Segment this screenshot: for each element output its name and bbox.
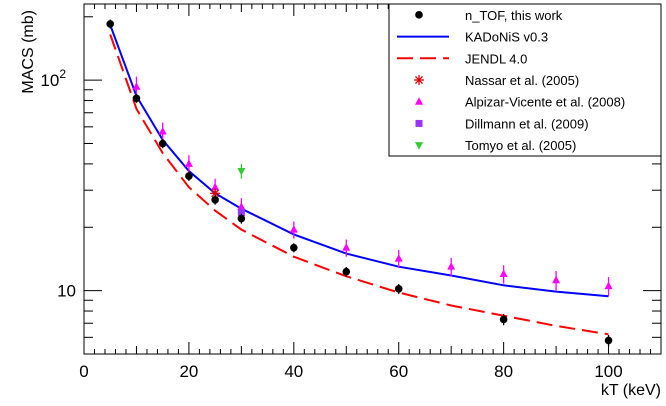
x-tick-label: 20 — [179, 362, 198, 381]
series-alpizar-vicente-et-al-2008 — [132, 76, 613, 297]
data-point — [447, 262, 456, 270]
data-point — [184, 159, 193, 167]
x-tick-label: 100 — [594, 362, 622, 381]
legend-label: Dillmann et al. (2009) — [465, 116, 589, 131]
legend-label: KADoNiS v0.3 — [465, 30, 548, 45]
legend: n_TOF, this work KADoNiS v0.3 JENDL 4.0 Nas… — [388, 3, 662, 157]
legend-box — [388, 3, 662, 157]
data-point — [211, 196, 219, 204]
x-tick-label: 0 — [79, 362, 88, 381]
legend-marker — [415, 97, 423, 105]
y-axis-title: MACS (mb) — [20, 10, 37, 94]
data-point — [237, 168, 246, 176]
data-point — [499, 315, 508, 324]
data-point — [158, 139, 167, 148]
legend-label: JENDL 4.0 — [465, 51, 527, 66]
data-point — [604, 281, 613, 290]
legend-marker — [414, 75, 424, 85]
data-point — [342, 243, 351, 251]
legend-entry: Alpizar-Vicente et al. (2008) — [415, 95, 625, 110]
legend-marker — [415, 142, 423, 150]
legend-entry: KADoNiS v0.3 — [397, 30, 548, 45]
legend-entry: JENDL 4.0 — [397, 51, 527, 66]
y-tick-label: 10 — [57, 282, 76, 301]
legend-marker — [415, 11, 423, 19]
data-point — [289, 225, 298, 233]
star-stroke — [415, 76, 423, 84]
legend-label: Nassar et al. (2005) — [465, 73, 579, 88]
x-tick-label: 80 — [494, 362, 513, 381]
x-axis-title: kT (keV) — [601, 382, 661, 399]
legend-marker — [415, 119, 423, 127]
data-point — [132, 94, 141, 103]
x-tick-label: 60 — [389, 362, 408, 381]
data-point — [237, 209, 245, 217]
x-tick-label: 40 — [284, 362, 303, 381]
legend-entry: Dillmann et al. (2009) — [415, 116, 589, 131]
data-point — [211, 182, 220, 191]
legend-entry: Tomyo et al. (2005) — [415, 138, 576, 153]
data-point — [158, 127, 167, 135]
legend-entry: Nassar et al. (2005) — [414, 73, 579, 88]
data-point — [185, 172, 193, 180]
data-point — [552, 275, 561, 284]
data-point — [237, 214, 246, 223]
data-point — [132, 82, 141, 90]
series-n-tof-this-work — [106, 19, 613, 347]
legend-label: Alpizar-Vicente et al. (2008) — [465, 95, 625, 110]
legend-label: n_TOF, this work — [465, 8, 563, 23]
star-stroke — [211, 189, 220, 198]
data-point — [394, 285, 403, 293]
plot-frame — [83, 3, 662, 355]
legend-label: Tomyo et al. (2005) — [465, 138, 576, 153]
y-tick-exponent: 2 — [59, 67, 66, 81]
plot-data — [106, 19, 613, 347]
data-point — [237, 202, 246, 210]
data-point — [342, 267, 351, 276]
data-point — [394, 254, 403, 262]
legend-entry: n_TOF, this work — [415, 8, 563, 23]
data-point — [290, 243, 298, 252]
data-point — [604, 336, 613, 345]
series-tomyo-et-al-2005 — [237, 163, 246, 179]
data-point — [106, 20, 115, 28]
data-point — [499, 269, 508, 277]
